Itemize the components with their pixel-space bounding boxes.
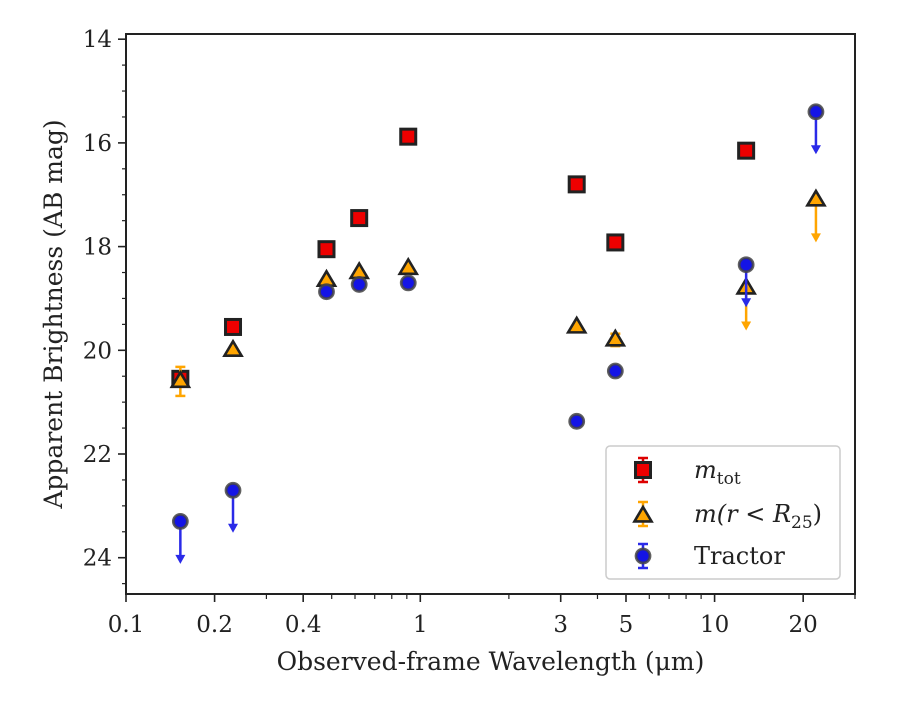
data-point-square: [606, 233, 625, 252]
legend-marker-circle: [634, 547, 652, 565]
data-point-circle: [350, 276, 368, 293]
x-tick-label: 0.2: [196, 612, 233, 638]
series-triangle: [169, 188, 827, 398]
x-tick-label: 5: [619, 612, 634, 638]
data-point-circle: [224, 481, 242, 499]
series-square: [171, 127, 756, 388]
x-tick-label: 0.4: [285, 612, 322, 638]
data-point-square: [224, 317, 243, 336]
data-point-circle: [171, 513, 189, 530]
y-tick-label: 14: [83, 27, 112, 53]
legend-label: mtot: [694, 456, 741, 489]
data-point-triangle: [604, 328, 627, 347]
plot-frame: [125, 33, 856, 595]
legend-marker-triangle: [632, 504, 654, 523]
y-tick-label: 22: [83, 442, 112, 468]
data-point-square: [399, 127, 418, 146]
legend-label: Tractor: [694, 542, 785, 570]
axis-ticks: 14 16 18 20 22 24 0.1 0.2 0.4 1 3 5 10 20: [83, 27, 856, 638]
data-point-circle: [606, 362, 624, 380]
data-point-triangle: [169, 369, 192, 389]
data-point-triangle: [222, 338, 244, 357]
data-point-triangle: [805, 188, 827, 207]
x-tick-label: 3: [553, 612, 568, 638]
legend-item: mtot: [634, 456, 741, 489]
upper-limit-arrow-head: [741, 298, 752, 308]
legend-item: m(r < R25): [632, 500, 822, 533]
data-point-circle: [807, 103, 825, 121]
legend: mtot m(r < R25) Tractor: [605, 445, 841, 580]
data-point-circle: [318, 283, 335, 301]
upper-limit-arrow-head: [741, 321, 752, 331]
y-tick-label: 18: [83, 235, 112, 261]
upper-limit-arrow-head: [228, 523, 239, 533]
y-tick-label: 16: [83, 131, 112, 157]
upper-limit-arrow-head: [175, 554, 186, 564]
data-point-triangle: [397, 256, 420, 276]
legend-box: [605, 445, 841, 580]
x-tick-label: 1: [413, 612, 428, 638]
data-point-square: [737, 141, 756, 160]
y-axis-label: Apparent Brightness (AB mag): [39, 119, 68, 509]
data-point-circle: [568, 412, 586, 430]
data-marks: [169, 103, 827, 564]
data-point-circle: [399, 274, 417, 292]
data-point-triangle: [565, 315, 588, 334]
x-axis-label: Observed-frame Wavelength (μm): [277, 647, 705, 676]
data-point-square: [567, 175, 586, 194]
x-tick-label: 20: [789, 612, 818, 638]
data-point-square: [350, 209, 369, 228]
y-tick-label: 24: [83, 546, 112, 572]
legend-label: m(r < R25): [694, 500, 822, 533]
data-point-circle: [737, 256, 755, 274]
data-point-square: [317, 240, 336, 259]
legend-item: Tractor: [634, 542, 785, 570]
legend-marker-square: [634, 461, 652, 479]
x-tick-label: 10: [700, 612, 729, 638]
data-point-triangle: [348, 260, 371, 280]
upper-limit-arrow-head: [810, 145, 821, 155]
y-tick-label: 20: [83, 338, 112, 364]
x-tick-label: 0.1: [108, 612, 145, 638]
upper-limit-arrow-head: [810, 233, 821, 243]
series-circle: [171, 103, 825, 564]
